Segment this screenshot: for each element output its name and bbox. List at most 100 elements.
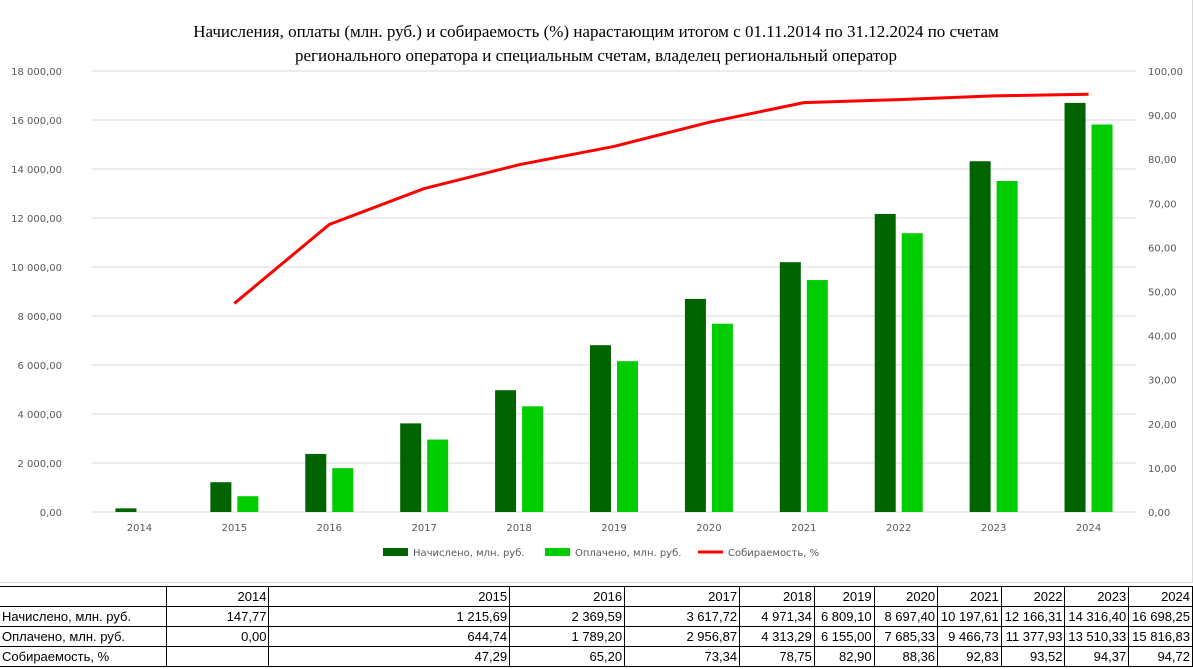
x-tick-label: 2015 xyxy=(222,523,247,534)
y-left-tick-label: 8 000,00 xyxy=(17,312,62,323)
table-cell: 94,37 xyxy=(1064,646,1130,667)
table-cell: 644,74 xyxy=(268,626,511,647)
table-year-header: 2021 xyxy=(937,586,1002,607)
table-cell: 2 956,87 xyxy=(624,626,741,647)
legend-label: Оплачено, млн. руб. xyxy=(575,548,681,559)
chart-area: Начисления, оплаты (млн. руб.) и собирае… xyxy=(0,0,1193,583)
bar-paid xyxy=(1091,124,1113,512)
table-cell: 9 466,73 xyxy=(937,626,1002,647)
bar-paid xyxy=(522,406,544,512)
table-row-label: Оплачено, млн. руб. xyxy=(0,626,167,647)
y-left-tick-label: 14 000,00 xyxy=(11,165,62,176)
legend-swatch xyxy=(545,548,570,556)
table-cell: 8 697,40 xyxy=(873,606,939,627)
table-row: Собираемость, % 47,29 65,20 73,34 78,75 82,90… xyxy=(0,646,1193,667)
x-tick-label: 2023 xyxy=(981,523,1006,534)
table-cell: 1 789,20 xyxy=(509,626,626,647)
bar-charged xyxy=(969,161,991,512)
table-cell: 11 377,93 xyxy=(1000,626,1066,647)
y-right-tick-label: 30,00 xyxy=(1148,376,1177,387)
y-right-tick-label: 50,00 xyxy=(1148,288,1177,299)
y-left-tick-label: 10 000,00 xyxy=(11,263,62,274)
table-cell: 12 166,31 xyxy=(1000,606,1066,627)
bar-charged xyxy=(115,508,137,512)
x-tick-label: 2024 xyxy=(1076,523,1101,534)
legend: Начислено, млн. руб. Оплачено, млн. руб. С… xyxy=(383,548,819,559)
x-tick-label: 2014 xyxy=(127,523,152,534)
table-row-label: Начислено, млн. руб. xyxy=(0,606,167,627)
y-left-tick-label: 0,00 xyxy=(40,508,62,519)
gridlines xyxy=(92,70,1136,513)
table-cell: 92,83 xyxy=(937,646,1002,667)
x-tick-label: 2022 xyxy=(886,523,911,534)
y-right-tick-label: 40,00 xyxy=(1148,332,1177,343)
table-row-label: Собираемость, % xyxy=(0,646,167,667)
bar-charged xyxy=(874,213,896,512)
y-right-tick-label: 20,00 xyxy=(1148,420,1177,431)
bar-charged xyxy=(305,453,327,512)
table-year-header: 2019 xyxy=(813,586,875,607)
chart-title-line-1: Начисления, оплаты (млн. руб.) и собирае… xyxy=(193,22,999,41)
table-year-header: 2020 xyxy=(873,586,939,607)
table-cell: 13 510,33 xyxy=(1064,626,1130,647)
table-row: Начислено, млн. руб. 147,77 1 215,69 2 369,… xyxy=(0,606,1193,627)
table-cell: 65,20 xyxy=(509,646,626,667)
y-right-tick-label: 90,00 xyxy=(1148,111,1177,122)
x-tick-label: 2017 xyxy=(411,523,436,534)
data-table: 2014 2015 2016 2017 2018 2019 2020 2021 2022 2023… xyxy=(0,586,1193,667)
table-cell: 16 698,25 xyxy=(1128,606,1193,627)
table-cell: 7 685,33 xyxy=(873,626,939,647)
y-right-tick-label: 60,00 xyxy=(1148,243,1177,254)
y-right-tick-label: 70,00 xyxy=(1148,199,1177,210)
table-cell: 88,36 xyxy=(873,646,939,667)
table-cell: 6 155,00 xyxy=(813,626,875,647)
bar-charged xyxy=(590,345,611,512)
table-year-header: 2015 xyxy=(268,586,511,607)
bar-charged xyxy=(495,390,517,512)
table-cell xyxy=(165,646,270,667)
table-cell: 14 316,40 xyxy=(1064,606,1130,627)
bar-charged xyxy=(400,423,422,512)
bar-paid xyxy=(427,439,449,512)
y-left-tick-label: 12 000,00 xyxy=(11,214,62,225)
chart-title-line-2: регионального оператора и специальным сч… xyxy=(295,46,897,65)
table-year-header: 2023 xyxy=(1064,586,1130,607)
table-cell: 93,52 xyxy=(1000,646,1066,667)
table-cell: 10 197,61 xyxy=(937,606,1002,627)
chart-svg: Начисления, оплаты (млн. руб.) и собирае… xyxy=(11,22,1183,559)
bar-paid xyxy=(996,180,1018,512)
x-axis: 2014 2015 2016 2017 2018 2019 2020 2021 2022 2023… xyxy=(127,523,1102,534)
collection-rate-line xyxy=(233,92,1089,305)
table-year-header: 2014 xyxy=(165,586,270,607)
y-left-tick-label: 16 000,00 xyxy=(11,116,62,127)
x-tick-label: 2020 xyxy=(696,523,721,534)
table-cell: 3 617,72 xyxy=(624,606,741,627)
x-tick-label: 2021 xyxy=(791,523,816,534)
bar-charged xyxy=(210,482,232,512)
table-corner-cell xyxy=(0,586,167,607)
bar-paid xyxy=(711,323,733,512)
left-axis: 0,00 2 000,00 4 000,00 6 000,00 8 000,00 10 0… xyxy=(11,67,62,519)
bar-paid xyxy=(332,468,354,512)
table-cell: 1 215,69 xyxy=(268,606,511,627)
legend-label: Собираемость, % xyxy=(728,548,819,559)
y-right-tick-label: 80,00 xyxy=(1148,155,1177,166)
y-left-tick-label: 18 000,00 xyxy=(11,67,62,78)
table-cell: 73,34 xyxy=(624,646,741,667)
y-left-tick-label: 6 000,00 xyxy=(17,361,62,372)
bar-charged xyxy=(779,262,801,512)
table-year-header: 2018 xyxy=(739,586,815,607)
legend-label: Начислено, млн. руб. xyxy=(413,548,525,559)
bar-charged xyxy=(684,298,706,512)
x-tick-label: 2016 xyxy=(317,523,342,534)
bar-charged xyxy=(1064,102,1086,512)
table-cell: 0,00 xyxy=(165,626,270,647)
y-right-tick-label: 100,00 xyxy=(1148,67,1183,78)
table-cell: 147,77 xyxy=(165,606,270,627)
x-tick-label: 2018 xyxy=(506,523,531,534)
table-header-row: 2014 2015 2016 2017 2018 2019 2020 2021 2022 2023… xyxy=(0,586,1193,607)
bar-paid xyxy=(901,233,923,512)
table-row: Оплачено, млн. руб. 0,00 644,74 1 789,20 2 9… xyxy=(0,626,1193,647)
y-right-tick-label: 10,00 xyxy=(1148,464,1177,475)
y-right-tick-label: 0,00 xyxy=(1148,508,1170,519)
